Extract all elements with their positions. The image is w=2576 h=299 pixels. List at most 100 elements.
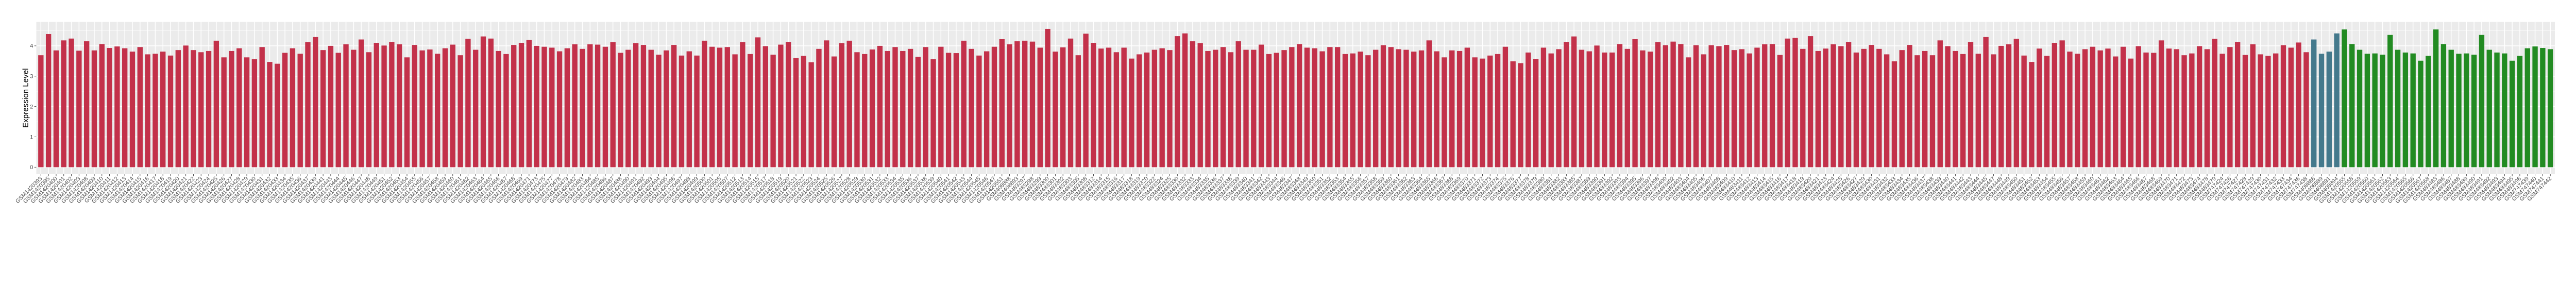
- bar-GSM1420454: [404, 57, 410, 168]
- bar-GSM1420505: [717, 47, 723, 168]
- bar-GSM483492: [2486, 49, 2492, 168]
- bar-GSM1420468: [511, 45, 517, 168]
- x-axis: GSM1420393GSM1420395GSM1420400GSM1420401…: [14, 174, 2553, 205]
- bar-GSM483466: [2136, 46, 2141, 168]
- bar-GSM1420523: [808, 62, 814, 168]
- bar-GSM483444: [1975, 54, 1981, 168]
- bar-GSM483312: [1091, 43, 1096, 168]
- bar-GSM1420428: [236, 48, 242, 168]
- bar-GSM483308: [1083, 34, 1089, 168]
- bar-GSM483303: [1067, 38, 1074, 168]
- bar-GSM1420425: [213, 40, 219, 168]
- bar-GSM483445: [1983, 37, 1989, 168]
- bar-GSM483336: [1213, 49, 1218, 168]
- bar-GSM483426: [1845, 42, 1852, 168]
- bar-GSM483315: [1106, 47, 1112, 168]
- bar-GSM483341: [1251, 49, 1257, 168]
- bar-GSM1420536: [907, 48, 913, 168]
- bar-GSM483464: [2120, 46, 2126, 168]
- bar-GSM1420490: [625, 49, 631, 168]
- bar-GSM483364: [1418, 50, 1425, 168]
- bar-GSM1420467: [503, 54, 509, 168]
- bar-GSM483456: [2059, 40, 2065, 168]
- bar-GSM1420486: [602, 46, 608, 168]
- bar-GSM483359: [1380, 45, 1386, 168]
- bar-GSM483440: [1945, 46, 1951, 168]
- bar-GSM483318: [1129, 58, 1134, 168]
- bar-GSM1420565: [2402, 52, 2409, 168]
- bar-GSM483473: [2189, 53, 2195, 168]
- bar-GSM483363: [1411, 52, 1417, 168]
- bar-GSM483491: [2479, 35, 2485, 168]
- bar-GSM1420483: [580, 48, 585, 168]
- bar-GSM483439: [1937, 40, 1943, 168]
- bar-GSM483320: [1144, 52, 1150, 168]
- bar-GSM483347: [1289, 47, 1295, 168]
- bar-GSM1420433: [275, 63, 280, 168]
- bar-GSM1420528: [846, 40, 852, 168]
- bar-GSM483470: [2166, 48, 2172, 168]
- bar-GSM1420415: [137, 47, 143, 168]
- bar-GSM747432: [2273, 53, 2279, 168]
- bar-GSM483459: [2082, 49, 2088, 168]
- bar-GSM483452: [2029, 62, 2035, 168]
- bar-GSM1420542: [953, 53, 959, 168]
- bar-GSM1420414: [129, 52, 135, 168]
- bar-GSM1420424: [206, 51, 212, 168]
- bar-GSM483349: [1304, 47, 1310, 168]
- minor-gridlines: [36, 30, 2555, 153]
- y-tick-label: 4: [30, 43, 33, 49]
- bar-GSM1420491: [633, 43, 639, 168]
- bar-GSM1420427: [229, 51, 234, 168]
- bar-GSM483432: [1884, 54, 1890, 168]
- bar-GSM1420435: [290, 48, 296, 168]
- bar-GSM1420471: [526, 40, 532, 168]
- bar-GSM483453: [2037, 48, 2042, 168]
- bar-GSM1420439: [313, 37, 318, 168]
- bar-GSM483458: [2075, 54, 2080, 168]
- bar-GSM483383: [1564, 42, 1569, 168]
- bar-GSM1420493: [648, 49, 654, 168]
- bar-GSM1420456: [419, 50, 425, 168]
- bar-GSM1420402: [69, 38, 74, 168]
- bar-GSM483342: [1258, 44, 1264, 168]
- bar-GSM483355: [1350, 53, 1355, 168]
- bar-GSM747433: [2280, 45, 2286, 168]
- bar-GSM483396: [1640, 50, 1646, 168]
- bar-GSM483297: [1022, 40, 1028, 168]
- bar-GSM483298: [1029, 41, 1036, 168]
- bar-GSM1420393: [38, 55, 44, 168]
- bar-GSM1420514: [748, 54, 753, 168]
- bar-GSM483346: [1281, 50, 1287, 168]
- y-tick-label: 0: [30, 164, 33, 171]
- bar-GSM747431: [2265, 56, 2271, 168]
- bar-GSM483431: [1876, 48, 1882, 168]
- bar-GSM483455: [2052, 43, 2058, 168]
- bar-GSM1420501: [709, 46, 715, 168]
- bar-GSM1420487: [610, 42, 616, 168]
- bar-GSM1420460: [450, 44, 455, 168]
- bar-GSM483425: [1838, 46, 1844, 168]
- bar-GSM1420496: [671, 45, 677, 168]
- bar-GSM408894: [2334, 33, 2340, 168]
- bar-GSM483394: [1624, 48, 1630, 168]
- bar-GSM483378: [1526, 52, 1531, 168]
- bar-GSM483402: [1670, 41, 1676, 168]
- bar-GSM1420484: [587, 44, 593, 168]
- bar-GSM483471: [2174, 49, 2179, 168]
- bar-GSM1420463: [473, 49, 479, 168]
- bar-GSM1420485: [595, 44, 601, 168]
- bar-GSM1420421: [183, 45, 189, 168]
- bar-GSM483461: [2097, 50, 2103, 168]
- bar-GSM483478: [2204, 49, 2210, 168]
- bar-GSM747430: [2258, 54, 2263, 168]
- bar-GSM1420541: [945, 53, 952, 168]
- bar-GSM483356: [1358, 52, 1363, 168]
- bar-GSM1420430: [251, 59, 258, 168]
- bar-GSM483438: [1929, 55, 1936, 168]
- bar-GSM483450: [2013, 39, 2020, 168]
- bar-GSM1420431: [259, 47, 265, 168]
- bar-GSM483390: [1594, 45, 1600, 168]
- bar-GSM1420532: [877, 45, 883, 168]
- bar-GSM483322: [1151, 49, 1158, 168]
